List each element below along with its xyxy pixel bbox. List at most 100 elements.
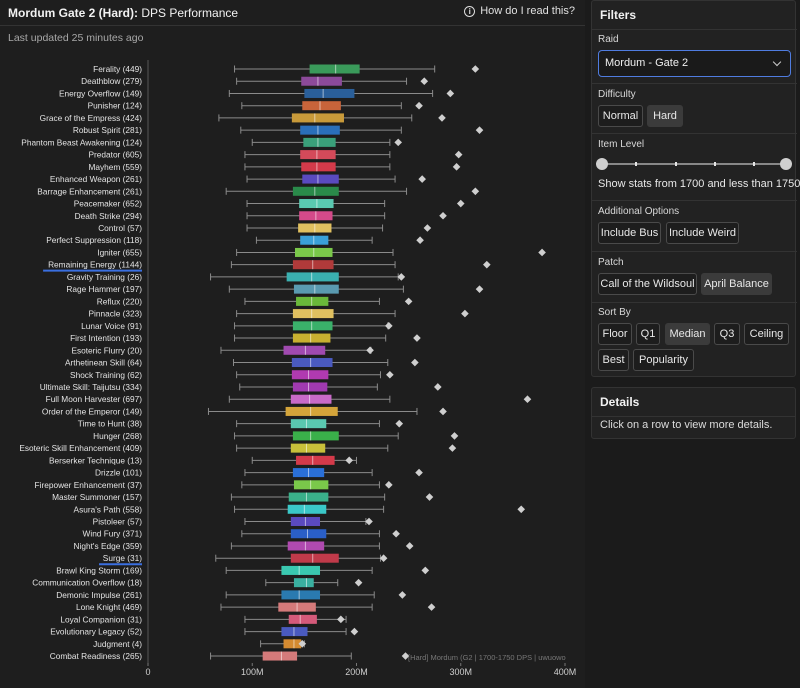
iqr-box <box>292 321 333 331</box>
iqr-box <box>291 358 333 368</box>
slider-tick <box>714 162 716 166</box>
row-label: Gravity Training (26) <box>67 272 142 282</box>
page-title-rest: DPS Performance <box>138 6 239 20</box>
best-marker <box>418 175 426 183</box>
row-label: Mayhem (559) <box>89 162 143 172</box>
row-label: Arthetinean Skill (64) <box>65 358 142 368</box>
row-label: Grace of the Empress (424) <box>40 113 143 123</box>
row-label: Death Strike (294) <box>75 211 143 221</box>
additional-options-section <box>592 200 797 250</box>
best-marker <box>385 322 393 330</box>
iqr-box <box>291 113 344 123</box>
iqr-box <box>288 614 317 624</box>
iqr-box <box>281 627 308 637</box>
row-label: Igniter (655) <box>97 247 142 257</box>
best-marker <box>298 640 307 648</box>
row-label: Peacemaker (652) <box>74 199 142 209</box>
best-marker <box>365 517 373 526</box>
row-label: Perfect Suppression (118) <box>46 235 142 245</box>
row-label: Barrage Enhancement (261) <box>37 186 142 196</box>
raid-label: Raid <box>598 34 619 45</box>
iqr-box <box>287 541 325 551</box>
iqr-box <box>292 309 334 319</box>
row-label: Time to Hunt (38) <box>78 419 142 429</box>
last-updated-text: Last updated 25 minutes ago <box>8 32 144 44</box>
best-marker <box>397 273 406 281</box>
best-marker <box>421 566 430 575</box>
best-marker <box>354 578 363 587</box>
best-marker <box>471 187 480 196</box>
item-level-min-handle[interactable] <box>596 158 608 170</box>
row-label: Ultimate Skill: Taijutsu (334) <box>40 382 142 392</box>
item-level-max-handle[interactable] <box>780 158 792 170</box>
item-level-range-text: Show stats from 1700 and less than 1750 <box>598 178 800 190</box>
iqr-box <box>303 137 336 147</box>
best-marker <box>394 138 402 147</box>
include-weird-button[interactable]: Include Weird <box>666 222 739 244</box>
include-bus-button[interactable]: Include Bus <box>598 222 661 244</box>
row-label: Full Moon Harvester (697) <box>46 394 143 404</box>
row-label: Enhanced Weapon (261) <box>50 174 142 184</box>
sort-popularity-button[interactable]: Popularity <box>633 349 694 371</box>
difficulty-hard-button[interactable]: Hard <box>647 105 683 127</box>
iqr-box <box>301 76 342 86</box>
iqr-box <box>302 101 341 111</box>
row-label: Ferality (449) <box>93 64 142 74</box>
help-link-label: How do I read this? <box>480 5 575 17</box>
sort-best-button[interactable]: Best <box>598 349 629 371</box>
best-marker <box>439 211 447 220</box>
sort-ceiling-button[interactable]: Ceiling <box>744 323 789 345</box>
page-title-bold: Mordum Gate 2 (Hard): <box>8 6 139 20</box>
patch-april-balance-button[interactable]: April Balance <box>701 273 772 295</box>
sort-floor-button[interactable]: Floor <box>598 323 632 345</box>
item-level-slider-track[interactable] <box>602 163 786 165</box>
iqr-box <box>283 345 326 355</box>
best-marker <box>416 236 424 245</box>
row-label: Energy Overflow (149) <box>59 88 142 98</box>
info-icon: i <box>464 5 476 17</box>
best-marker <box>401 652 410 660</box>
best-marker <box>345 456 354 465</box>
best-marker <box>471 65 480 73</box>
iqr-box <box>287 504 327 514</box>
row-label: Surge (31) <box>103 553 142 563</box>
help-link[interactable]: i How do I read this? <box>464 5 575 17</box>
row-label: Robust Spirit (281) <box>73 125 142 135</box>
row-label: Night's Edge (359) <box>74 541 143 551</box>
best-marker <box>411 358 419 367</box>
details-title: Details <box>592 388 795 417</box>
best-marker <box>475 285 484 293</box>
best-marker <box>420 77 429 86</box>
iqr-box <box>292 431 339 441</box>
iqr-box <box>292 260 334 270</box>
iqr-box <box>293 480 329 490</box>
difficulty-normal-button[interactable]: Normal <box>598 105 643 127</box>
row-label: Deathblow (279) <box>81 76 142 86</box>
chart-area: Mordum Gate 2 (Hard): DPS Performance i … <box>0 5 585 678</box>
best-marker <box>415 101 423 110</box>
patch-label: Patch <box>598 257 624 268</box>
slider-tick <box>675 162 677 166</box>
best-marker <box>366 346 374 355</box>
iqr-box <box>291 370 329 380</box>
sort-q1-button[interactable]: Q1 <box>636 323 660 345</box>
sort-section <box>592 302 797 378</box>
row-label: Esoteric Skill Enhancement (409) <box>19 443 142 453</box>
iqr-box <box>281 565 321 575</box>
best-marker <box>483 260 491 269</box>
row-label: Wind Fury (371) <box>83 529 143 539</box>
row-label: Drizzle (101) <box>95 468 142 478</box>
row-label: Shock Training (62) <box>70 370 142 380</box>
sort-q3-button[interactable]: Q3 <box>714 323 740 345</box>
patch-wildsoul-button[interactable]: Call of the Wildsoul <box>598 273 697 295</box>
row-label: Rage Hammer (197) <box>66 284 142 294</box>
difficulty-label: Difficulty <box>598 89 636 100</box>
boxplot-svg: 0 100M 200M 300M 400M Ferality (449) Deathblow… <box>19 60 576 677</box>
sort-median-button[interactable]: Median <box>665 323 710 345</box>
raid-select[interactable]: Mordum - Gate 2 <box>598 50 791 77</box>
iqr-box <box>301 162 336 172</box>
best-marker <box>337 615 345 624</box>
row-label: Phantom Beast Awakening (124) <box>21 137 142 147</box>
iqr-box <box>292 382 328 392</box>
row-label: Punisher (124) <box>88 101 143 111</box>
